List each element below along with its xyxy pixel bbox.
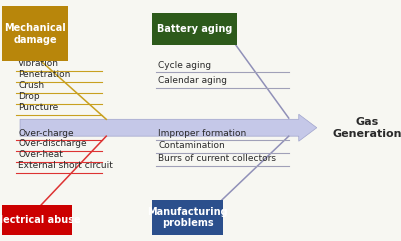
Text: Improper formation: Improper formation <box>158 129 247 138</box>
Text: Drop: Drop <box>18 92 40 101</box>
Text: Cycle aging: Cycle aging <box>158 61 211 70</box>
Text: Mechanical
damage: Mechanical damage <box>4 23 66 45</box>
Text: Over-heat: Over-heat <box>18 150 63 159</box>
Text: Crush: Crush <box>18 81 44 90</box>
Text: Contamination: Contamination <box>158 141 225 150</box>
FancyBboxPatch shape <box>152 13 237 45</box>
FancyBboxPatch shape <box>2 6 68 61</box>
FancyBboxPatch shape <box>152 200 223 235</box>
FancyArrow shape <box>20 114 317 141</box>
Text: Calendar aging: Calendar aging <box>158 76 227 85</box>
Text: Vibration: Vibration <box>18 60 59 68</box>
Text: Electrical abuse: Electrical abuse <box>0 215 81 225</box>
Text: Puncture: Puncture <box>18 103 58 112</box>
Text: Over-charge: Over-charge <box>18 129 74 138</box>
Text: Gas
Generation: Gas Generation <box>332 117 401 139</box>
FancyBboxPatch shape <box>2 205 72 235</box>
Text: Manufacturing
problems: Manufacturing problems <box>147 207 228 228</box>
Text: External short circuit: External short circuit <box>18 161 113 170</box>
Text: Battery aging: Battery aging <box>157 24 232 34</box>
Text: Penetration: Penetration <box>18 70 71 79</box>
Text: Over-discharge: Over-discharge <box>18 140 87 148</box>
Text: Burrs of current collectors: Burrs of current collectors <box>158 154 276 163</box>
